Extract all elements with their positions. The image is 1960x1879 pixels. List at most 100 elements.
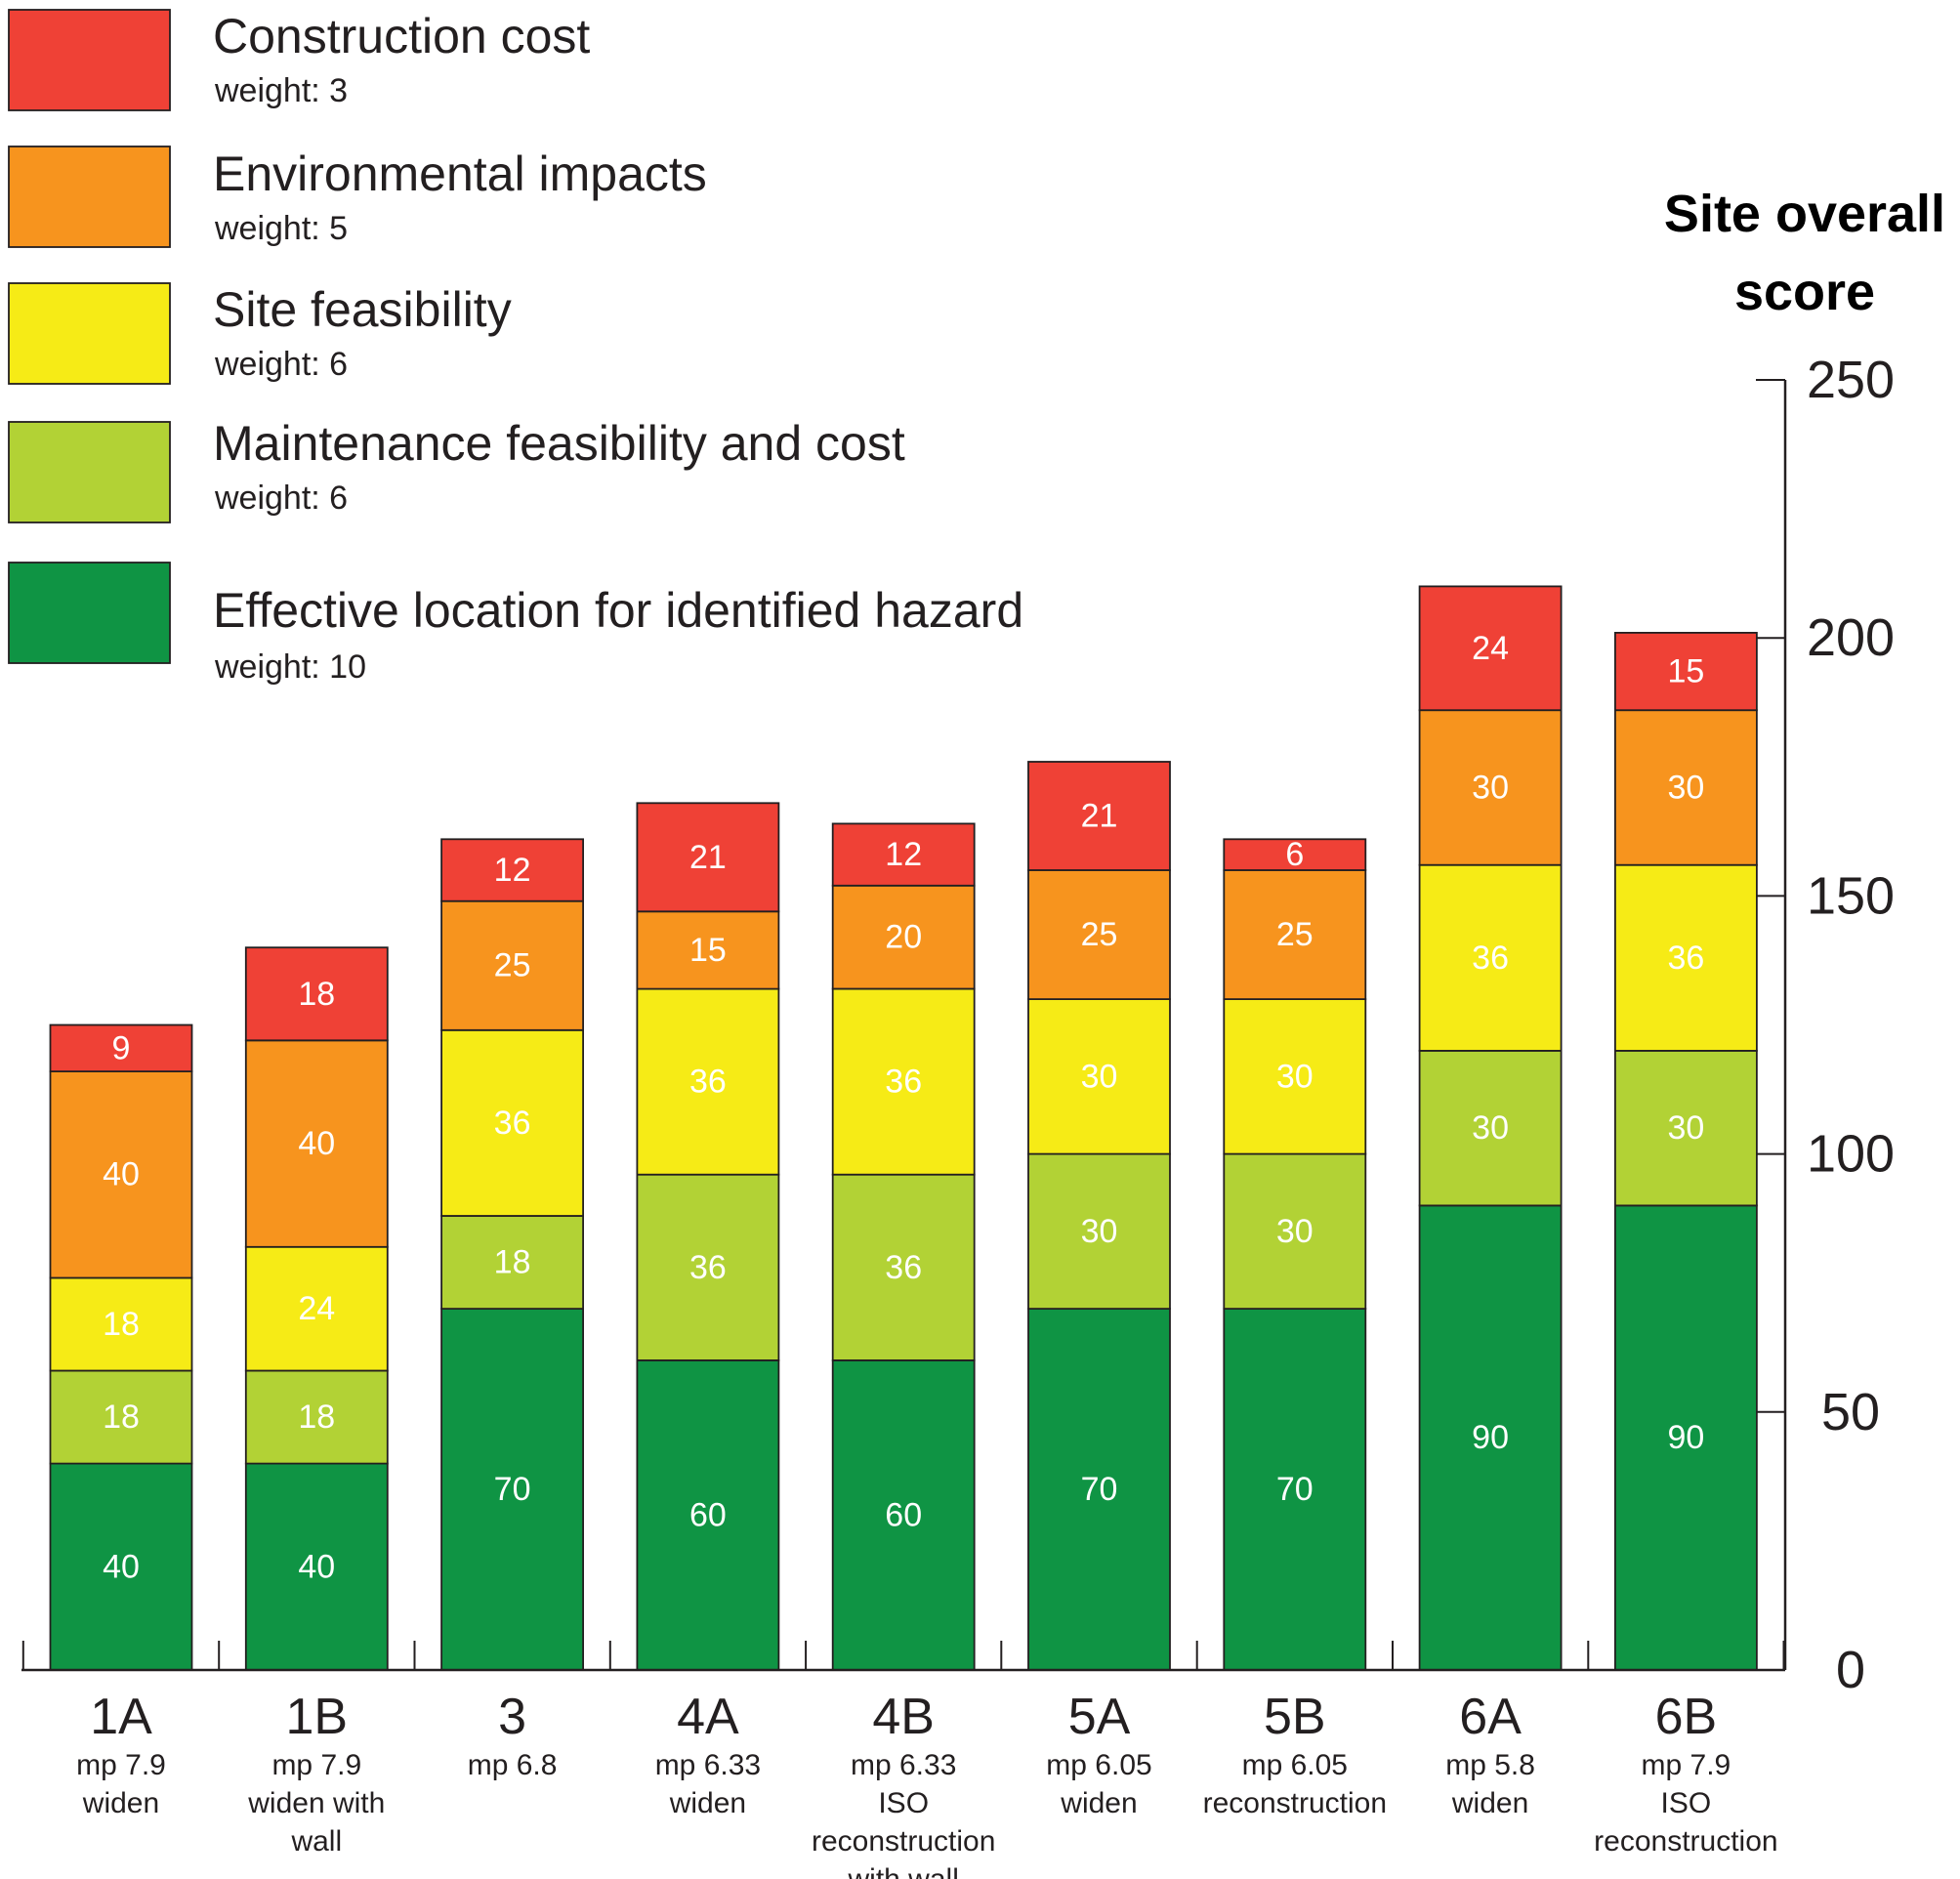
x-tick-sublabel: widen	[669, 1787, 746, 1819]
legend-label: Environmental impacts	[213, 146, 707, 201]
data-label: 36	[885, 1064, 922, 1101]
data-label: 36	[1472, 940, 1509, 977]
bar-segment	[440, 1308, 585, 1671]
data-label: 40	[103, 1548, 140, 1585]
x-tick-sublabel: reconstruction	[1594, 1825, 1777, 1858]
x-tick-sublabel: mp 6.05	[1046, 1749, 1151, 1781]
bar-segment	[440, 1028, 585, 1217]
bar-segment	[636, 1359, 780, 1671]
legend-label: Site feasibility	[213, 282, 512, 337]
bar-segment	[831, 1359, 976, 1671]
data-label: 60	[885, 1497, 922, 1534]
data-label: 21	[1081, 798, 1118, 835]
bar-segment	[1614, 1050, 1758, 1207]
legend-weight: weight: 5	[214, 210, 348, 247]
legend-weight: weight: 3	[214, 72, 348, 109]
x-axis: 1A mp 7.9 widen 1B mp 7.9 widen with wall 3 mp 6…	[21, 1641, 1785, 1879]
x-tick-label: 5B	[1264, 1689, 1326, 1745]
bar-segment	[1223, 1152, 1367, 1310]
bar-segment	[1223, 869, 1367, 1001]
x-tick-sublabel: widen with	[247, 1787, 385, 1819]
legend-swatch	[8, 146, 171, 248]
x-tick-sublabel: mp 7.9	[76, 1749, 166, 1781]
legend-weight: weight: 10	[214, 648, 366, 686]
y-tick-label: 150	[1807, 866, 1895, 925]
bar-segment	[1614, 709, 1758, 866]
legend-label: Maintenance feasibility and cost	[213, 416, 905, 471]
data-label: 30	[1081, 1058, 1118, 1095]
legend-swatch	[8, 562, 171, 664]
data-label: 60	[689, 1497, 727, 1534]
bar-segment	[244, 946, 389, 1042]
bar-segment	[1223, 998, 1367, 1155]
data-label: 18	[298, 976, 335, 1013]
x-tick-sublabel: mp 6.8	[468, 1749, 558, 1781]
y-tick-label: 250	[1807, 351, 1895, 409]
bar-segment	[1418, 863, 1563, 1052]
data-label: 18	[103, 1399, 140, 1436]
x-tick-sublabel: with wall	[848, 1863, 959, 1879]
x-tick-sublabel: ISO	[1661, 1787, 1712, 1819]
x-tick-sublabel: mp 6.05	[1242, 1749, 1348, 1781]
data-label: 18	[494, 1244, 531, 1281]
bar-segment	[636, 910, 780, 990]
data-label: 36	[1667, 940, 1704, 977]
bar-segment	[244, 1039, 389, 1248]
y-axis-title-line: Site overall	[1664, 185, 1945, 243]
bar-segment	[49, 1070, 193, 1279]
x-tick-sublabel: mp 6.33	[655, 1749, 761, 1781]
bar-segment	[636, 802, 780, 913]
data-label: 40	[103, 1156, 140, 1193]
y-axis-title: Site overall score	[1664, 185, 1945, 321]
x-tick-label: 4A	[677, 1689, 739, 1745]
x-tick-label: 3	[498, 1689, 526, 1745]
bar-segment	[440, 1215, 585, 1310]
bar-segment	[1223, 838, 1367, 871]
bar-segment	[440, 838, 585, 902]
data-label: 30	[1472, 1109, 1509, 1147]
data-label: 70	[1276, 1471, 1314, 1508]
bar-segment	[1027, 1152, 1171, 1310]
bar-segment	[49, 1462, 193, 1671]
data-label: 40	[298, 1125, 335, 1162]
data-label: 40	[298, 1548, 335, 1585]
y-tick-label: 50	[1821, 1383, 1880, 1441]
bar-segment	[49, 1023, 193, 1072]
data-label: 15	[1667, 653, 1704, 690]
bar-segment	[831, 822, 976, 887]
bar-segment	[831, 987, 976, 1176]
y-tick-label: 200	[1807, 608, 1895, 667]
data-label: 21	[689, 839, 727, 876]
x-tick-sublabel: widen	[82, 1787, 159, 1819]
bar-segment	[1418, 1050, 1563, 1207]
data-label: 24	[298, 1290, 335, 1327]
bar-segment	[1027, 761, 1171, 871]
data-label: 90	[1472, 1419, 1509, 1456]
data-label: 36	[689, 1064, 727, 1101]
bar-segment	[636, 987, 780, 1176]
data-label: 30	[1276, 1213, 1314, 1250]
x-tick-label: 6A	[1459, 1689, 1522, 1745]
x-tick-sublabel: mp 7.9	[271, 1749, 361, 1781]
x-tick-label: 1A	[90, 1689, 152, 1745]
legend-swatch	[8, 421, 171, 523]
x-tick-sublabel: ISO	[878, 1787, 929, 1819]
data-label: 70	[1081, 1471, 1118, 1508]
bar-segment	[244, 1462, 389, 1671]
data-label: 90	[1667, 1419, 1704, 1456]
data-label: 12	[494, 852, 531, 889]
data-label: 20	[885, 919, 922, 956]
bar-segment	[1027, 1308, 1171, 1671]
bar-segment	[831, 884, 976, 990]
data-label: 6	[1285, 836, 1304, 873]
data-label: 30	[1472, 769, 1509, 806]
bar-segment	[1027, 869, 1171, 1001]
x-tick-sublabel: reconstruction	[1203, 1787, 1387, 1819]
legend-label: Effective location for identified hazard	[213, 583, 1023, 638]
bar-segment	[1614, 632, 1758, 712]
x-tick-sublabel: widen	[1451, 1787, 1528, 1819]
legend-weight: weight: 6	[214, 346, 348, 383]
y-tick-label: 100	[1807, 1125, 1895, 1184]
data-label: 18	[103, 1306, 140, 1343]
